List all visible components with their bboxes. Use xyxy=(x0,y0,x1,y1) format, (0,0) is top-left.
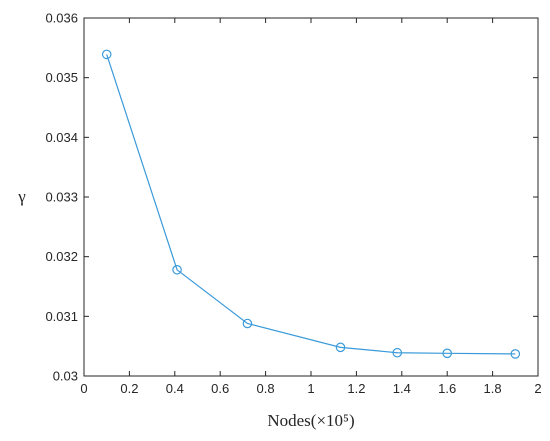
data-point xyxy=(442,348,452,359)
data-point xyxy=(242,318,253,329)
y-tick-label: 0.033 xyxy=(45,190,78,205)
x-tick-label: 1.6 xyxy=(438,381,456,396)
plot-frame xyxy=(83,17,539,377)
plot-area: 0 0.2 0.4 0.6 0.8 1 1.2 1.4 1.6 1.8 2 0.03 0.031 0.03… xyxy=(45,11,541,397)
y-tick-label: 0.03 xyxy=(53,369,78,384)
x-tick-label: 1.2 xyxy=(347,381,365,396)
x-tick-label: 0.6 xyxy=(211,381,229,396)
x-tick-label: 2 xyxy=(534,381,541,396)
y-tick-label: 0.035 xyxy=(45,70,78,85)
y-axis-label: γ xyxy=(17,187,26,206)
series-line xyxy=(106,54,516,355)
x-tick-label: 0.8 xyxy=(257,381,275,396)
x-tick-label: 0.4 xyxy=(166,381,184,396)
x-axis-label: Nodes(×10⁵) xyxy=(267,411,354,430)
x-tick-label: 0.2 xyxy=(120,381,138,396)
data-point xyxy=(101,49,112,60)
x-tick-label: 1.4 xyxy=(393,381,411,396)
y-tick-label: 0.031 xyxy=(45,309,78,324)
y-tick-label: 0.034 xyxy=(45,130,78,145)
data-point xyxy=(172,264,182,275)
data-point xyxy=(392,347,403,358)
data-point xyxy=(335,342,346,353)
x-tick-label: 1 xyxy=(307,381,314,396)
data-point xyxy=(510,349,521,359)
y-tick-label: 0.032 xyxy=(45,249,78,264)
y-tick-label: 0.036 xyxy=(45,11,78,26)
x-tick-label: 1.8 xyxy=(484,381,502,396)
x-tick-label: 0 xyxy=(80,381,87,396)
